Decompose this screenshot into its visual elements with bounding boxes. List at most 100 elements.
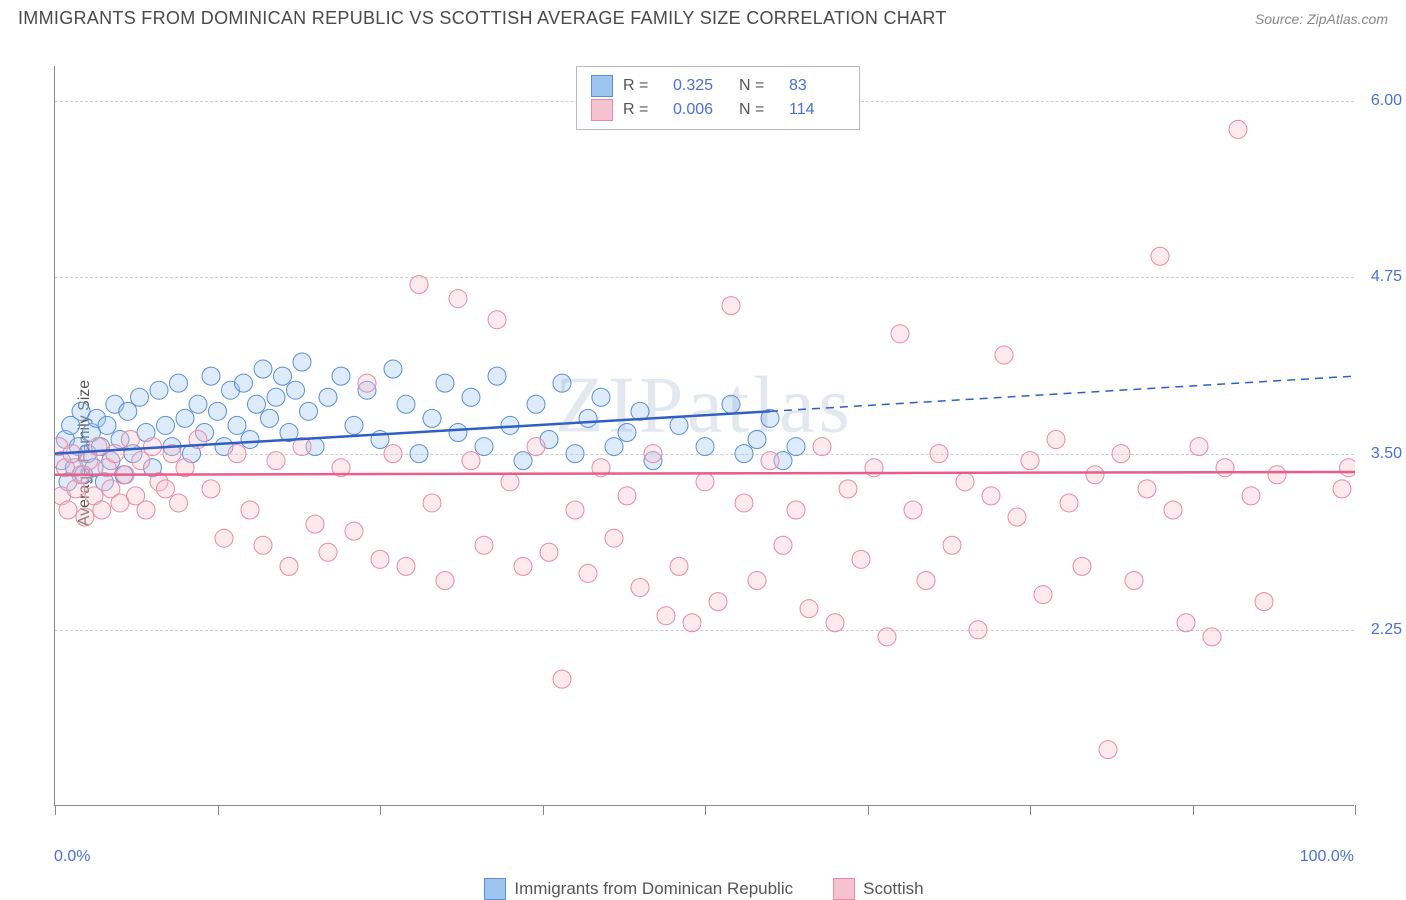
- legend-n-label: N =: [739, 101, 779, 119]
- data-point-scottish: [449, 290, 467, 308]
- chart-header: IMMIGRANTS FROM DOMINICAN REPUBLIC VS SC…: [0, 0, 1406, 33]
- data-point-scottish: [1060, 494, 1078, 512]
- data-point-dominican: [300, 402, 318, 420]
- data-point-dominican: [209, 402, 227, 420]
- x-axis-labels: 0.0% 100.0%: [54, 848, 1354, 866]
- data-point-scottish: [89, 438, 107, 456]
- data-point-scottish: [202, 480, 220, 498]
- data-point-dominican: [98, 416, 116, 434]
- data-point-scottish: [1008, 508, 1026, 526]
- data-point-dominican: [202, 367, 220, 385]
- data-point-scottish: [566, 501, 584, 519]
- data-point-scottish: [371, 550, 389, 568]
- data-point-dominican: [384, 360, 402, 378]
- y-tick-label: 2.25: [1371, 621, 1402, 639]
- data-point-dominican: [748, 431, 766, 449]
- data-point-dominican: [150, 381, 168, 399]
- data-point-scottish: [657, 607, 675, 625]
- data-point-scottish: [995, 346, 1013, 364]
- data-point-scottish: [683, 614, 701, 632]
- data-point-scottish: [1229, 120, 1247, 138]
- data-point-scottish: [1138, 480, 1156, 498]
- data-point-dominican: [579, 409, 597, 427]
- data-point-scottish: [76, 508, 94, 526]
- data-point-dominican: [696, 438, 714, 456]
- data-point-dominican: [514, 452, 532, 470]
- x-tick: [218, 805, 219, 815]
- data-point-dominican: [248, 395, 266, 413]
- data-point-scottish: [1086, 466, 1104, 484]
- data-point-scottish: [170, 494, 188, 512]
- data-point-scottish: [358, 374, 376, 392]
- data-point-dominican: [553, 374, 571, 392]
- data-point-scottish: [215, 529, 233, 547]
- data-point-dominican: [735, 445, 753, 463]
- x-axis-start-label: 0.0%: [54, 848, 90, 866]
- data-point-dominican: [189, 395, 207, 413]
- trend-line-dashed-dominican: [770, 376, 1355, 411]
- data-point-dominican: [787, 438, 805, 456]
- data-point-scottish: [904, 501, 922, 519]
- data-point-scottish: [462, 452, 480, 470]
- data-point-scottish: [1047, 431, 1065, 449]
- data-point-dominican: [228, 416, 246, 434]
- data-point-scottish: [267, 452, 285, 470]
- data-point-scottish: [761, 452, 779, 470]
- data-point-scottish: [254, 536, 272, 554]
- data-point-scottish: [982, 487, 1000, 505]
- data-point-dominican: [157, 416, 175, 434]
- data-point-scottish: [137, 501, 155, 519]
- legend-stat-row: R =0.325N =83: [591, 75, 845, 97]
- data-point-scottish: [488, 311, 506, 329]
- data-point-dominican: [267, 388, 285, 406]
- data-point-dominican: [462, 388, 480, 406]
- data-point-scottish: [943, 536, 961, 554]
- x-tick: [380, 805, 381, 815]
- data-point-scottish: [106, 445, 124, 463]
- legend-r-value: 0.325: [673, 77, 729, 95]
- data-point-scottish: [1190, 438, 1208, 456]
- data-point-scottish: [709, 593, 727, 611]
- data-point-scottish: [1021, 452, 1039, 470]
- data-point-scottish: [1112, 445, 1130, 463]
- legend-n-label: N =: [739, 77, 779, 95]
- data-point-dominican: [131, 388, 149, 406]
- data-point-dominican: [410, 445, 428, 463]
- data-point-scottish: [157, 480, 175, 498]
- data-point-scottish: [1125, 571, 1143, 589]
- data-point-scottish: [1073, 557, 1091, 575]
- legend-r-label: R =: [623, 77, 663, 95]
- data-point-scottish: [605, 529, 623, 547]
- data-point-scottish: [397, 557, 415, 575]
- data-point-dominican: [618, 423, 636, 441]
- data-point-dominican: [436, 374, 454, 392]
- legend-r-value: 0.006: [673, 101, 729, 119]
- data-point-scottish: [826, 614, 844, 632]
- chart-container: Average Family Size ZIPatlas 2.253.504.7…: [48, 48, 1388, 858]
- data-point-dominican: [254, 360, 272, 378]
- data-point-scottish: [891, 325, 909, 343]
- data-point-scottish: [345, 522, 363, 540]
- data-point-dominican: [345, 416, 363, 434]
- legend-series-label: Immigrants from Dominican Republic: [514, 879, 793, 899]
- data-point-scottish: [1203, 628, 1221, 646]
- legend-swatch: [591, 75, 613, 97]
- data-point-scottish: [1255, 593, 1273, 611]
- legend-stat-row: R =0.006N =114: [591, 99, 845, 121]
- data-point-scottish: [540, 543, 558, 561]
- data-point-scottish: [436, 571, 454, 589]
- data-point-scottish: [410, 275, 428, 293]
- data-point-scottish: [696, 473, 714, 491]
- legend-swatch: [484, 878, 506, 900]
- data-point-scottish: [1151, 247, 1169, 265]
- x-tick: [868, 805, 869, 815]
- data-point-scottish: [553, 670, 571, 688]
- data-point-scottish: [475, 536, 493, 554]
- data-point-dominican: [274, 367, 292, 385]
- legend-series-item: Immigrants from Dominican Republic: [484, 878, 793, 900]
- data-point-dominican: [449, 423, 467, 441]
- data-point-scottish: [839, 480, 857, 498]
- x-tick: [55, 805, 56, 815]
- data-point-scottish: [579, 564, 597, 582]
- data-point-scottish: [241, 501, 259, 519]
